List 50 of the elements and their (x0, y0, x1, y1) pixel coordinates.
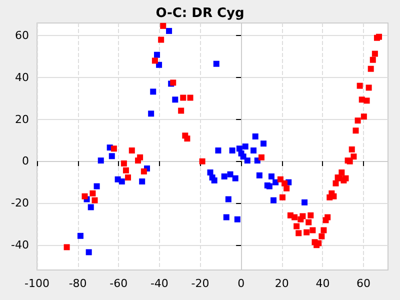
point (211, 177, 218, 184)
point (88, 204, 94, 210)
point (244, 158, 250, 164)
y-tick-label: 20 (15, 112, 29, 126)
point (302, 199, 308, 206)
point (148, 110, 154, 117)
point (86, 249, 92, 256)
x-tick-label: 60 (356, 277, 371, 290)
point (229, 147, 236, 154)
point (225, 196, 232, 202)
point (250, 147, 257, 154)
point (272, 179, 279, 186)
point (172, 96, 178, 103)
point (242, 144, 248, 150)
point (166, 28, 172, 34)
x-tick-label: 0 (238, 277, 245, 290)
point (94, 183, 100, 190)
y-tick-label: -40 (11, 238, 29, 252)
y-tick-label: 40 (15, 70, 29, 84)
point (108, 153, 115, 160)
point (252, 133, 258, 140)
point (221, 173, 228, 180)
x-tick-label: -100 (24, 277, 50, 290)
point (154, 52, 160, 58)
y-tick-label: 60 (15, 29, 29, 42)
chart-title: O-C: DR Cyg (156, 6, 244, 21)
point (260, 140, 267, 147)
point (256, 172, 262, 178)
x-tick-label: 20 (274, 277, 289, 290)
y-tick-label: -20 (11, 196, 29, 210)
point (139, 178, 146, 184)
point (268, 173, 274, 180)
point (215, 147, 222, 154)
x-tick-label: -20 (191, 277, 210, 290)
point (234, 216, 240, 222)
point (156, 62, 162, 68)
x-tick-label: -80 (68, 277, 87, 290)
point (270, 197, 277, 204)
point (232, 175, 238, 182)
point (118, 178, 125, 184)
point (150, 88, 156, 95)
x-tick-label: -40 (150, 277, 168, 290)
point (213, 60, 220, 67)
point (98, 158, 104, 164)
point (227, 171, 234, 178)
y-tick-label: 0 (22, 154, 29, 168)
point (77, 232, 84, 239)
point (223, 214, 230, 220)
x-tick-label: 40 (316, 277, 330, 290)
x-tick-label: -60 (110, 277, 128, 290)
